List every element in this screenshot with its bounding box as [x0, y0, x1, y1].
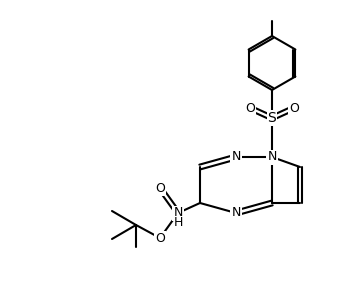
Text: N: N [267, 150, 277, 164]
Text: O: O [155, 182, 165, 194]
Text: O: O [245, 102, 255, 114]
Text: N: N [231, 150, 241, 164]
Text: S: S [268, 111, 276, 125]
Text: H: H [173, 217, 183, 229]
Text: O: O [289, 102, 299, 114]
Text: N: N [173, 206, 183, 219]
Text: O: O [155, 231, 165, 245]
Text: N: N [231, 206, 241, 219]
